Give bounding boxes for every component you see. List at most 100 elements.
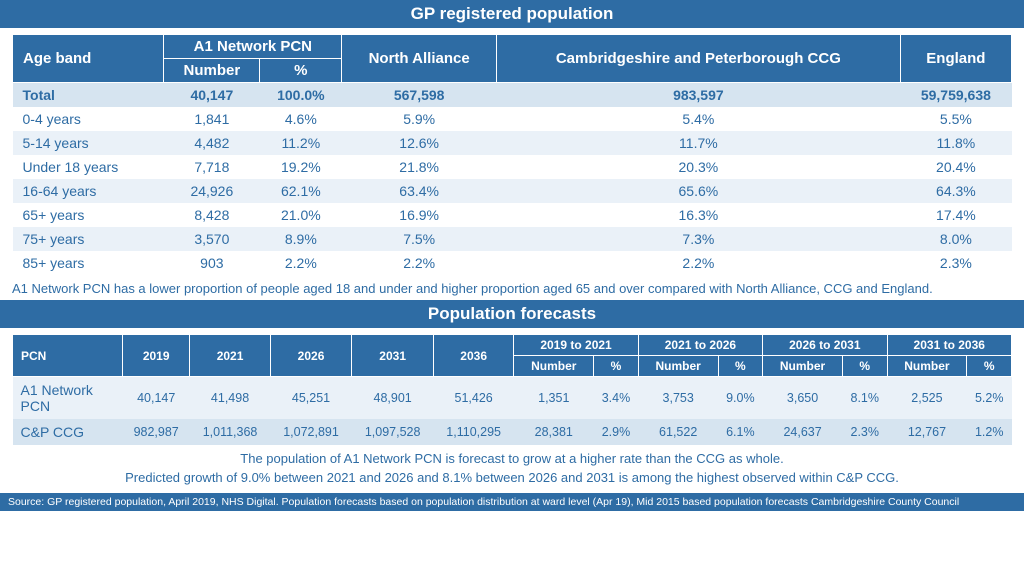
cell-label: 0-4 years [13, 107, 164, 131]
cell-pct: 62.1% [260, 179, 342, 203]
cell-ccg: 20.3% [496, 155, 900, 179]
cell-num: 7,718 [164, 155, 260, 179]
cell-p3n: 3,650 [763, 377, 843, 420]
cell-label: A1 Network PCN [13, 377, 123, 420]
cell-ccg: 5.4% [496, 107, 900, 131]
cell-eng: 5.5% [900, 107, 1011, 131]
cell-p2n: 61,522 [638, 419, 718, 445]
cell-eng: 17.4% [900, 203, 1011, 227]
cell-y26: 45,251 [270, 377, 352, 420]
cell-pct: 100.0% [260, 83, 342, 108]
cell-p4n: 2,525 [887, 377, 967, 420]
cell-pct: 19.2% [260, 155, 342, 179]
table-row: Total40,147100.0%567,598983,59759,759,63… [13, 83, 1012, 108]
cell-label: 75+ years [13, 227, 164, 251]
population-table: Age band A1 Network PCN North Alliance C… [12, 34, 1012, 275]
cell-num: 8,428 [164, 203, 260, 227]
cell-eng: 11.8% [900, 131, 1011, 155]
cell-pct: 4.6% [260, 107, 342, 131]
th-p3-pct: % [843, 356, 888, 377]
cell-ccg: 11.7% [496, 131, 900, 155]
th-ageband: Age band [13, 35, 164, 83]
th-ccg: Cambridgeshire and Peterborough CCG [496, 35, 900, 83]
cell-y36: 1,110,295 [433, 419, 513, 445]
cell-num: 24,926 [164, 179, 260, 203]
cell-eng: 20.4% [900, 155, 1011, 179]
table1-title: GP registered population [0, 0, 1024, 28]
cell-p1p: 2.9% [594, 419, 639, 445]
th-a1-pct: % [260, 59, 342, 83]
cell-ccg: 983,597 [496, 83, 900, 108]
th-period2: 2021 to 2026 [638, 335, 762, 356]
table-row: 65+ years8,42821.0%16.9%16.3%17.4% [13, 203, 1012, 227]
forecast-table: PCN 2019 2021 2026 2031 2036 2019 to 202… [12, 334, 1012, 445]
th-a1-number: Number [164, 59, 260, 83]
cell-north: 567,598 [342, 83, 497, 108]
th-p4-num: Number [887, 356, 967, 377]
th-2031: 2031 [352, 335, 434, 377]
cell-y19: 982,987 [123, 419, 190, 445]
cell-y36: 51,426 [433, 377, 513, 420]
cell-num: 40,147 [164, 83, 260, 108]
cell-y19: 40,147 [123, 377, 190, 420]
th-p4-pct: % [967, 356, 1012, 377]
cell-eng: 2.3% [900, 251, 1011, 275]
cell-eng: 64.3% [900, 179, 1011, 203]
table-row: A1 Network PCN40,14741,49845,25148,90151… [13, 377, 1012, 420]
cell-north: 7.5% [342, 227, 497, 251]
cell-y21: 41,498 [190, 377, 270, 420]
th-p1-pct: % [594, 356, 639, 377]
th-2021: 2021 [190, 335, 270, 377]
cell-north: 16.9% [342, 203, 497, 227]
th-2019: 2019 [123, 335, 190, 377]
table-row: 75+ years3,5708.9%7.5%7.3%8.0% [13, 227, 1012, 251]
th-england: England [900, 35, 1011, 83]
cell-y26: 1,072,891 [270, 419, 352, 445]
cell-y31: 1,097,528 [352, 419, 434, 445]
table-row: C&P CCG982,9871,011,3681,072,8911,097,52… [13, 419, 1012, 445]
th-p2-num: Number [638, 356, 718, 377]
cell-pct: 2.2% [260, 251, 342, 275]
table2-title: Population forecasts [0, 300, 1024, 328]
table1-wrap: Age band A1 Network PCN North Alliance C… [0, 28, 1024, 275]
th-2026: 2026 [270, 335, 352, 377]
th-period3: 2026 to 2031 [763, 335, 887, 356]
cell-label: 16-64 years [13, 179, 164, 203]
cell-y21: 1,011,368 [190, 419, 270, 445]
th-p3-num: Number [763, 356, 843, 377]
th-p2-pct: % [718, 356, 763, 377]
cell-num: 4,482 [164, 131, 260, 155]
cell-p4p: 5.2% [967, 377, 1012, 420]
cell-label: C&P CCG [13, 419, 123, 445]
th-period4: 2031 to 2036 [887, 335, 1012, 356]
table2-caption1: The population of A1 Network PCN is fore… [0, 445, 1024, 470]
table2-wrap: PCN 2019 2021 2026 2031 2036 2019 to 202… [0, 328, 1024, 445]
cell-num: 903 [164, 251, 260, 275]
cell-p3p: 8.1% [843, 377, 888, 420]
cell-num: 1,841 [164, 107, 260, 131]
th-period1: 2019 to 2021 [514, 335, 638, 356]
cell-label: Total [13, 83, 164, 108]
cell-north: 5.9% [342, 107, 497, 131]
source-footer: Source: GP registered population, April … [0, 493, 1024, 511]
cell-p2p: 9.0% [718, 377, 763, 420]
table-row: 0-4 years1,8414.6%5.9%5.4%5.5% [13, 107, 1012, 131]
cell-ccg: 7.3% [496, 227, 900, 251]
table-row: 85+ years9032.2%2.2%2.2%2.3% [13, 251, 1012, 275]
th-2036: 2036 [433, 335, 513, 377]
cell-pct: 8.9% [260, 227, 342, 251]
cell-y31: 48,901 [352, 377, 434, 420]
cell-north: 12.6% [342, 131, 497, 155]
cell-ccg: 65.6% [496, 179, 900, 203]
cell-p1p: 3.4% [594, 377, 639, 420]
cell-p1n: 28,381 [514, 419, 594, 445]
cell-num: 3,570 [164, 227, 260, 251]
cell-p4n: 12,767 [887, 419, 967, 445]
cell-ccg: 2.2% [496, 251, 900, 275]
cell-p2p: 6.1% [718, 419, 763, 445]
table-row: 16-64 years24,92662.1%63.4%65.6%64.3% [13, 179, 1012, 203]
cell-north: 2.2% [342, 251, 497, 275]
table-row: Under 18 years7,71819.2%21.8%20.3%20.4% [13, 155, 1012, 179]
cell-label: Under 18 years [13, 155, 164, 179]
cell-p3n: 24,637 [763, 419, 843, 445]
